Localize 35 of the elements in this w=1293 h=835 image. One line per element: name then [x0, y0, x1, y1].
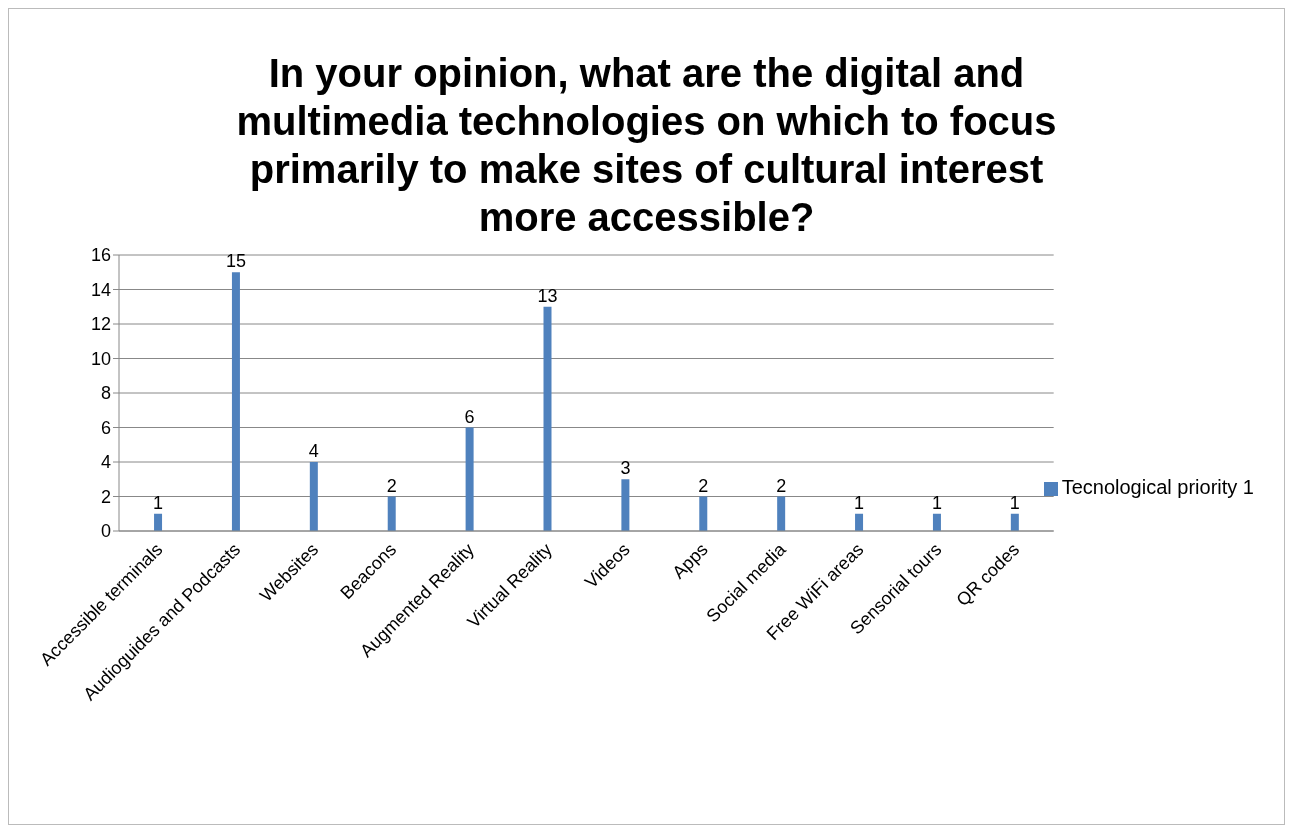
data-label: 1 [153, 492, 164, 513]
y-tick-label: 10 [90, 348, 111, 369]
bar [777, 496, 786, 531]
data-label: 4 [308, 441, 319, 461]
data-label: 1 [854, 492, 865, 513]
y-tick-label: 14 [90, 279, 111, 300]
bar [543, 306, 552, 531]
bar [154, 513, 163, 531]
data-label: 15 [225, 251, 246, 272]
data-label: 2 [776, 475, 787, 496]
y-tick-label: 16 [90, 245, 111, 266]
bar [309, 462, 318, 531]
chart-title: In your opinion, what are the digital and multimedia technologies on which to focus primarily to make sites of cultural interest more accessible? [235, 50, 1058, 241]
bar [932, 513, 941, 531]
y-tick-label: 8 [100, 383, 111, 404]
bar [855, 513, 864, 531]
data-label: 6 [464, 406, 475, 427]
y-tick-label: 4 [100, 452, 111, 473]
y-tick-label: 12 [90, 314, 111, 335]
y-tick-label: 6 [100, 417, 111, 438]
data-label: 1 [931, 492, 942, 513]
bar [1010, 513, 1019, 531]
bar [231, 272, 240, 531]
bar [465, 427, 474, 531]
bar [387, 496, 396, 531]
bar [699, 496, 708, 531]
data-label: 1 [1009, 492, 1020, 513]
y-tick-label: 2 [100, 486, 111, 507]
data-label: 2 [386, 475, 397, 496]
data-label: 3 [620, 458, 631, 479]
data-label: 13 [537, 285, 558, 306]
data-label: 2 [698, 475, 709, 496]
y-tick-label: 0 [100, 521, 111, 542]
bar [621, 479, 630, 531]
legend-label: Tecnological priority 1 [1061, 476, 1254, 498]
